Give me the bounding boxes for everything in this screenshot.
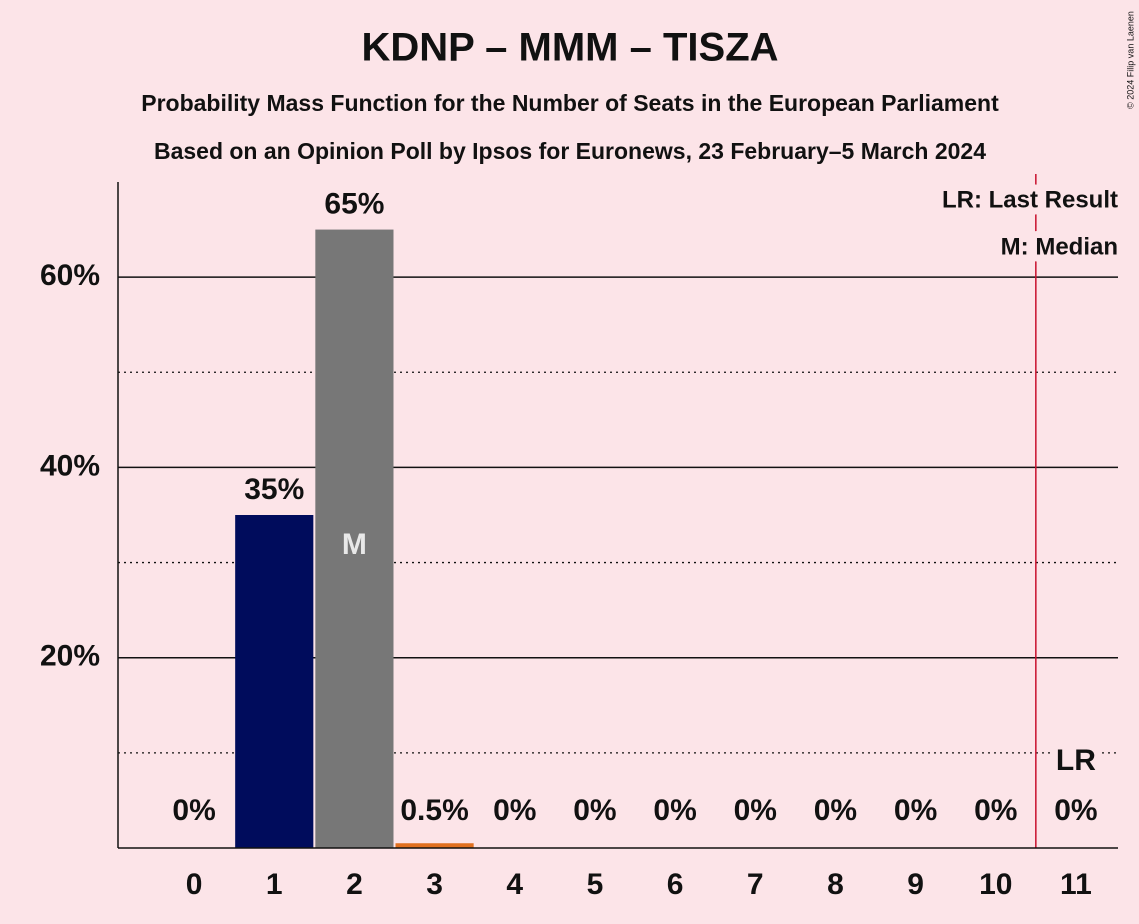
bar [315,229,394,849]
y-tick-label: 20% [40,640,100,673]
value-label: 0% [734,794,777,827]
x-tick-label: 6 [667,868,684,901]
x-tick-label: 3 [426,868,443,901]
x-tick-label: 11 [1060,868,1092,901]
value-label: 0.5% [400,794,468,827]
y-tick-label: 60% [40,259,100,292]
x-tick-label: 0 [186,868,203,901]
x-tick-label: 8 [827,868,844,901]
value-label: 0% [573,794,616,827]
x-tick-label: 10 [979,868,1012,901]
value-label: 0% [493,794,536,827]
value-label: 0% [653,794,696,827]
x-tick-label: 9 [907,868,924,901]
median-label: M [342,528,367,561]
copyright: © 2024 Filip van Laenen [1125,11,1135,109]
bar [235,515,314,848]
x-tick-label: 4 [506,868,523,901]
chart-title: KDNP – MMM – TISZA [361,26,778,70]
value-label: 0% [814,794,857,827]
legend-entry: LR: Last Result [942,186,1118,213]
bar [395,843,474,848]
last-result-label: LR [1056,744,1096,777]
y-tick-label: 40% [40,449,100,482]
x-tick-label: 5 [587,868,604,901]
value-label: 0% [172,794,215,827]
value-label: 0% [894,794,937,827]
x-tick-label: 1 [266,868,283,901]
value-label: 0% [1054,794,1097,827]
chart-subtitle: Probability Mass Function for the Number… [141,90,999,116]
x-tick-label: 7 [747,868,764,901]
value-label: 35% [244,473,304,506]
value-label: 65% [324,187,384,220]
legend-entry: M: Median [1001,233,1118,260]
x-tick-label: 2 [346,868,363,901]
chart-subtitle: Based on an Opinion Poll by Ipsos for Eu… [154,138,986,164]
value-label: 0% [974,794,1017,827]
